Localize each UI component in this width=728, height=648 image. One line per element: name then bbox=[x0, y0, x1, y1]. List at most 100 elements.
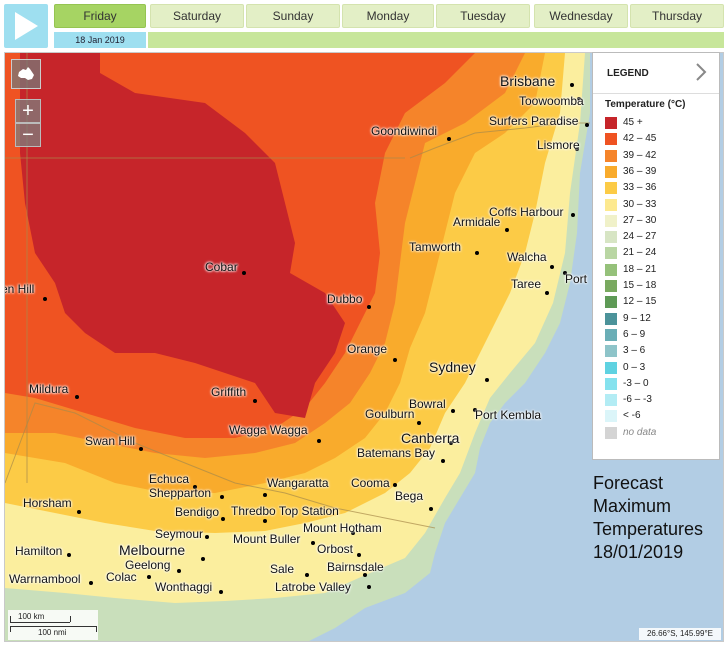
chevron-right-icon[interactable] bbox=[691, 61, 711, 83]
place-marker bbox=[221, 517, 225, 521]
place-marker bbox=[201, 557, 205, 561]
zoom-out-button[interactable]: − bbox=[15, 123, 41, 147]
place-marker bbox=[367, 585, 371, 589]
place-label: Orange bbox=[347, 342, 388, 356]
legend-panel: LEGEND Temperature (°C) 45 + 42 – 45 39 – … bbox=[592, 52, 720, 460]
plus-icon: + bbox=[22, 100, 34, 122]
cursor-coordinates: 26.66°S, 145.99°E bbox=[639, 628, 721, 640]
place-marker bbox=[571, 213, 575, 217]
play-button[interactable] bbox=[4, 4, 48, 48]
place-label: Goulburn bbox=[365, 407, 415, 421]
forecast-overlay-title: Forecast Maximum Temperatures 18/01/2019 bbox=[593, 472, 703, 564]
legend-label: 27 – 30 bbox=[623, 214, 657, 226]
place-marker bbox=[570, 83, 574, 87]
place-marker bbox=[367, 305, 371, 309]
place-marker bbox=[75, 395, 79, 399]
place-label: Warrnambool bbox=[9, 572, 81, 586]
place-marker bbox=[139, 447, 143, 451]
day-tab-monday[interactable]: Monday bbox=[342, 4, 434, 28]
place-marker bbox=[263, 493, 267, 497]
place-label: Cobar bbox=[205, 260, 238, 274]
legend-label: < -6 bbox=[623, 410, 641, 422]
place-marker bbox=[67, 553, 71, 557]
overlay-line: Forecast bbox=[593, 473, 664, 493]
scale-nmi-line bbox=[10, 626, 96, 627]
reset-view-button[interactable] bbox=[11, 59, 41, 89]
overlay-line: 18/01/2019 bbox=[593, 542, 684, 562]
scale-tick bbox=[70, 616, 71, 622]
place-label: Sydney bbox=[429, 359, 476, 375]
scale-bar: 100 km 100 nmi bbox=[8, 610, 98, 640]
place-label: Bowral bbox=[409, 397, 446, 411]
map-view[interactable]: Brisbane Toowoomba Surfers Paradise Goondiw… bbox=[4, 52, 724, 642]
place-marker bbox=[585, 123, 589, 127]
place-marker bbox=[363, 573, 367, 577]
legend-swatch bbox=[605, 410, 617, 423]
place-marker bbox=[417, 421, 421, 425]
legend-label: 6 – 9 bbox=[623, 328, 646, 340]
place-label: Hamilton bbox=[15, 544, 63, 558]
day-tab-saturday[interactable]: Saturday bbox=[150, 4, 244, 28]
place-label: Latrobe Valley bbox=[275, 580, 351, 594]
legend-swatch bbox=[605, 117, 617, 129]
place-label: Bendigo bbox=[175, 505, 220, 519]
legend-swatch bbox=[605, 165, 617, 178]
place-label: Port Kembla bbox=[475, 408, 542, 422]
place-marker bbox=[575, 147, 579, 151]
place-label: Seymour bbox=[155, 527, 204, 541]
place-marker bbox=[177, 569, 181, 573]
scale-tick bbox=[96, 626, 97, 632]
place-label: Orbost bbox=[317, 542, 354, 556]
place-label: Walcha bbox=[507, 250, 547, 264]
legend-label: 0 – 3 bbox=[623, 361, 646, 373]
place-label: Echuca bbox=[149, 472, 190, 486]
place-marker bbox=[193, 485, 197, 489]
place-marker bbox=[447, 137, 451, 141]
place-label: Bairnsdale bbox=[327, 560, 384, 574]
time-slider-track[interactable] bbox=[148, 32, 724, 48]
day-tab-sunday[interactable]: Sunday bbox=[246, 4, 340, 28]
scale-nmi-label: 100 nmi bbox=[38, 628, 67, 637]
place-marker bbox=[311, 541, 315, 545]
legend-swatch bbox=[605, 247, 617, 260]
legend-swatch bbox=[605, 214, 617, 227]
day-tab-tuesday[interactable]: Tuesday bbox=[436, 4, 530, 28]
day-tab-wednesday[interactable]: Wednesday bbox=[534, 4, 628, 28]
legend-swatch bbox=[605, 345, 617, 358]
place-marker bbox=[545, 291, 549, 295]
legend-header: LEGEND bbox=[593, 53, 719, 94]
place-label: Bega bbox=[395, 489, 424, 503]
place-marker bbox=[393, 483, 397, 487]
legend-swatch bbox=[605, 377, 617, 390]
place-label: Mildura bbox=[29, 382, 69, 396]
place-marker bbox=[219, 590, 223, 594]
place-marker bbox=[253, 399, 257, 403]
place-label: Horsham bbox=[23, 496, 72, 510]
place-marker bbox=[43, 297, 47, 301]
legend-label: 33 – 36 bbox=[623, 182, 657, 194]
place-marker bbox=[351, 531, 355, 535]
place-marker bbox=[577, 97, 581, 101]
place-label: Melbourne bbox=[119, 542, 186, 558]
place-marker bbox=[393, 358, 397, 362]
place-label: Colac bbox=[106, 570, 137, 584]
scale-km-line bbox=[10, 622, 70, 623]
place-label: Geelong bbox=[125, 558, 171, 572]
place-marker bbox=[242, 271, 246, 275]
legend-swatch bbox=[605, 394, 617, 407]
place-label: Mount Hotham bbox=[303, 521, 382, 535]
legend-header-label: LEGEND bbox=[607, 68, 649, 79]
place-marker bbox=[441, 459, 445, 463]
place-marker bbox=[563, 271, 567, 275]
day-tab-friday[interactable]: Friday bbox=[54, 4, 146, 28]
legend-swatch bbox=[605, 280, 617, 292]
legend-label: 21 – 24 bbox=[623, 247, 657, 259]
legend-label: 9 – 12 bbox=[623, 312, 651, 324]
day-tab-thursday[interactable]: Thursday bbox=[630, 4, 724, 28]
place-marker bbox=[77, 510, 81, 514]
day-selector-bar: Friday Saturday Sunday Monday Tuesday Wednesd… bbox=[0, 0, 728, 50]
place-label: Brisbane bbox=[500, 73, 556, 89]
place-label: Dubbo bbox=[327, 292, 363, 306]
zoom-in-button[interactable]: + bbox=[15, 99, 41, 123]
place-marker bbox=[305, 573, 309, 577]
